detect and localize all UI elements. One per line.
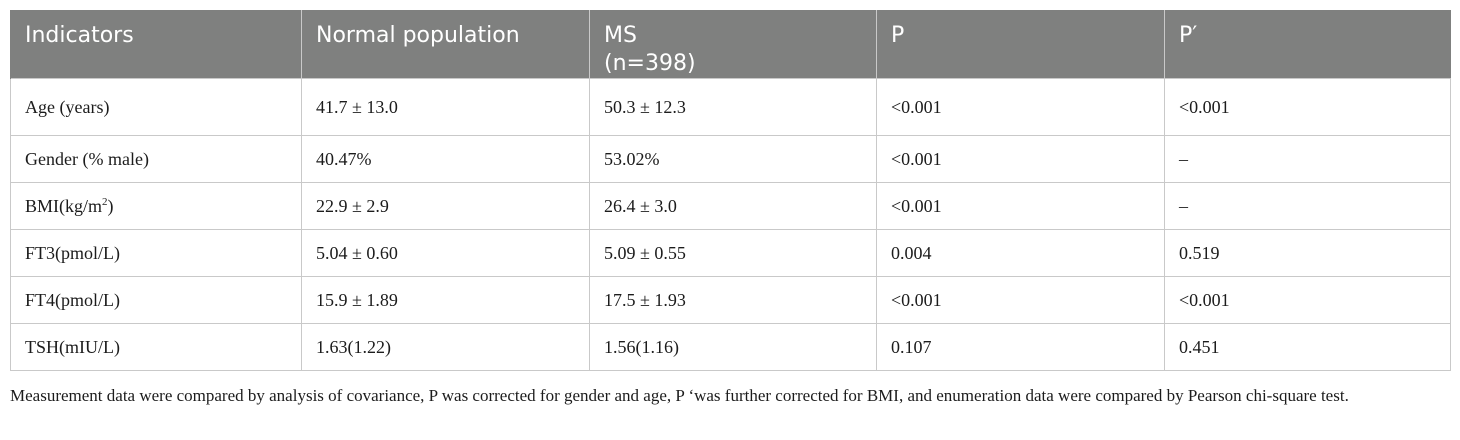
cell-p: <0.001: [876, 78, 1165, 136]
table-row: Age (years) 41.7 ± 13.0 50.3 ± 12.3 <0.0…: [10, 78, 1451, 136]
cell-p: <0.001: [876, 182, 1165, 230]
cell-indicator: FT3(pmol/L): [10, 229, 302, 277]
cell-normal: 40.47%: [301, 135, 590, 183]
comparison-table: Indicators Normal population MS (n=398) P…: [10, 10, 1451, 371]
cell-p: 0.107: [876, 323, 1165, 371]
cell-indicator: Gender (% male): [10, 135, 302, 183]
data-table-container: Indicators Normal population MS (n=398) P…: [10, 10, 1451, 371]
cell-p: <0.001: [876, 135, 1165, 183]
table-footnote: Measurement data were compared by analys…: [10, 386, 1349, 405]
cell-normal: 22.9 ± 2.9: [301, 182, 590, 230]
cell-p-prime: <0.001: [1164, 78, 1451, 136]
cell-normal: 1.63(1.22): [301, 323, 590, 371]
cell-indicator-end: ): [107, 195, 114, 216]
cell-p-prime: –: [1164, 135, 1451, 183]
superscript: 2: [102, 195, 108, 208]
cell-indicator-text: BMI(kg/m: [25, 195, 103, 216]
cell-p: 0.004: [876, 229, 1165, 277]
cell-normal: 41.7 ± 13.0: [301, 78, 590, 136]
cell-ms: 17.5 ± 1.93: [589, 276, 877, 324]
header-p: P: [876, 10, 1165, 79]
header-ms: MS (n=398): [589, 10, 877, 79]
cell-ms: 50.3 ± 12.3: [589, 78, 877, 136]
table-header-row: Indicators Normal population MS (n=398) P…: [10, 10, 1451, 79]
table-row: Gender (% male) 40.47% 53.02% <0.001 –: [10, 135, 1451, 183]
cell-p-prime: <0.001: [1164, 276, 1451, 324]
cell-p-prime: –: [1164, 182, 1451, 230]
cell-ms: 26.4 ± 3.0: [589, 182, 877, 230]
cell-p-prime: 0.519: [1164, 229, 1451, 277]
table-row: FT4(pmol/L) 15.9 ± 1.89 17.5 ± 1.93 <0.0…: [10, 276, 1451, 324]
cell-ms: 5.09 ± 0.55: [589, 229, 877, 277]
header-ms-label: MS: [604, 23, 637, 48]
cell-normal: 5.04 ± 0.60: [301, 229, 590, 277]
header-p-prime: P′: [1164, 10, 1451, 79]
header-normal-population: Normal population: [301, 10, 590, 79]
cell-p: <0.001: [876, 276, 1165, 324]
table-row: FT3(pmol/L) 5.04 ± 0.60 5.09 ± 0.55 0.00…: [10, 229, 1451, 277]
cell-indicator: Age (years): [10, 78, 302, 136]
cell-indicator: BMI(kg/m2): [10, 182, 302, 230]
cell-indicator: TSH(mIU/L): [10, 323, 302, 371]
cell-normal: 15.9 ± 1.89: [301, 276, 590, 324]
table-row: TSH(mIU/L) 1.63(1.22) 1.56(1.16) 0.107 0…: [10, 323, 1451, 371]
table-row: BMI(kg/m2) 22.9 ± 2.9 26.4 ± 3.0 <0.001 …: [10, 182, 1451, 230]
cell-ms: 53.02%: [589, 135, 877, 183]
header-indicators: Indicators: [10, 10, 302, 79]
cell-ms: 1.56(1.16): [589, 323, 877, 371]
cell-indicator: FT4(pmol/L): [10, 276, 302, 324]
cell-p-prime: 0.451: [1164, 323, 1451, 371]
header-ms-count: (n=398): [604, 51, 696, 76]
